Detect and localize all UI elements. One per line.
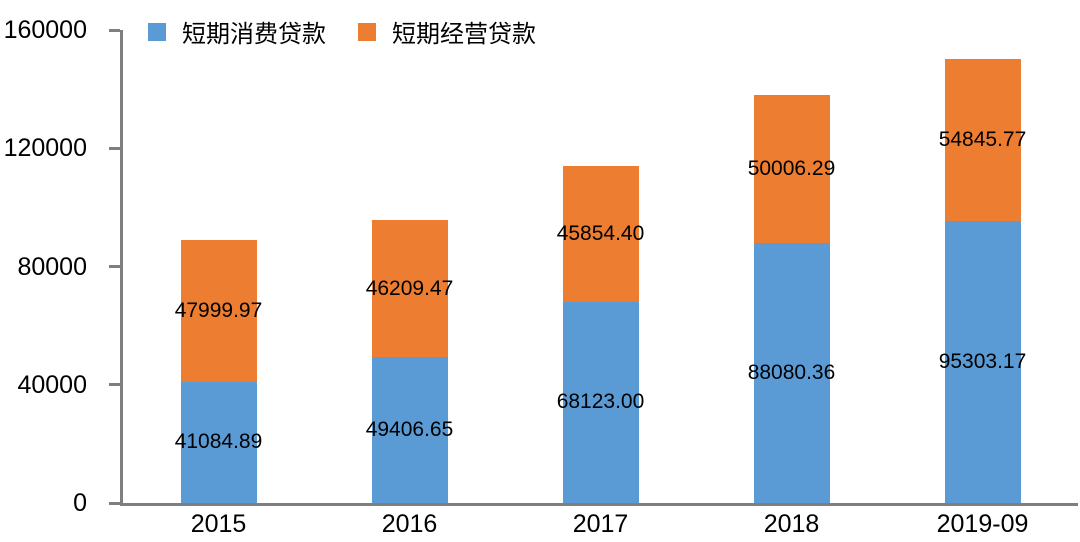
bar-segment-value-label: 49406.65 (365, 417, 454, 441)
y-axis-tick-mark (109, 265, 120, 268)
legend-item-short-term-business-loans: 短期经营贷款 (358, 14, 536, 49)
y-axis-tick-mark (109, 383, 120, 387)
legend-swatch-business-icon (358, 22, 376, 41)
legend-label-consumer: 短期消费贷款 (182, 21, 326, 48)
y-axis-tick-label: 160000 (3, 16, 87, 44)
legend-label-business: 短期经营贷款 (392, 21, 536, 48)
bar-segment-value-label: 54845.77 (938, 128, 1027, 152)
y-axis-tick-mark (109, 28, 120, 32)
bar-segment-value-label: 46209.47 (365, 276, 454, 300)
bar-segment-consumer (371, 356, 448, 503)
legend-item-short-term-consumer-loans: 短期消费贷款 (148, 14, 326, 49)
x-axis-tick-label: 2017 (572, 510, 629, 538)
bar-segment-business (753, 94, 830, 243)
y-axis-tick-label: 0 (73, 489, 87, 517)
chart-legend: 短期消费贷款 短期经营贷款 (148, 14, 568, 49)
bar-segment-value-label: 95303.17 (938, 350, 1027, 374)
x-axis-tick-label: 2019-09 (936, 510, 1029, 538)
y-axis-tick-label: 80000 (17, 252, 87, 281)
bar-segment-value-label: 41084.89 (174, 430, 263, 454)
bar-segment-consumer (753, 242, 830, 503)
y-axis-tick-label: 120000 (3, 134, 87, 163)
legend-swatch-consumer-icon (148, 22, 166, 41)
bar-segment-value-label: 47999.97 (174, 298, 263, 322)
x-axis-tick-label: 2018 (763, 510, 820, 538)
bar-segment-business (371, 220, 448, 357)
bar-segment-value-label: 88080.36 (747, 360, 836, 384)
bar-segment-business (562, 166, 639, 302)
bar-segment-business (944, 59, 1021, 222)
bar-segment-value-label: 68123.00 (556, 390, 645, 414)
bar-segment-value-label: 45854.40 (556, 221, 645, 245)
y-axis-tick-mark (109, 146, 120, 150)
x-axis-tick-label: 2016 (381, 510, 438, 538)
y-axis-tick-label: 40000 (17, 370, 87, 399)
plot-area: 41084.89 47999.97 49406.65 46209.47 68123.00… (120, 30, 1078, 506)
x-axis-tick-label: 2015 (190, 510, 247, 538)
bar-segment-consumer (944, 221, 1021, 503)
bar-segment-consumer (562, 301, 639, 503)
bar-segment-value-label: 50006.29 (747, 156, 836, 180)
bar-segment-business (180, 239, 257, 382)
y-axis-tick-mark (109, 501, 120, 505)
bar-segment-consumer (180, 381, 257, 503)
